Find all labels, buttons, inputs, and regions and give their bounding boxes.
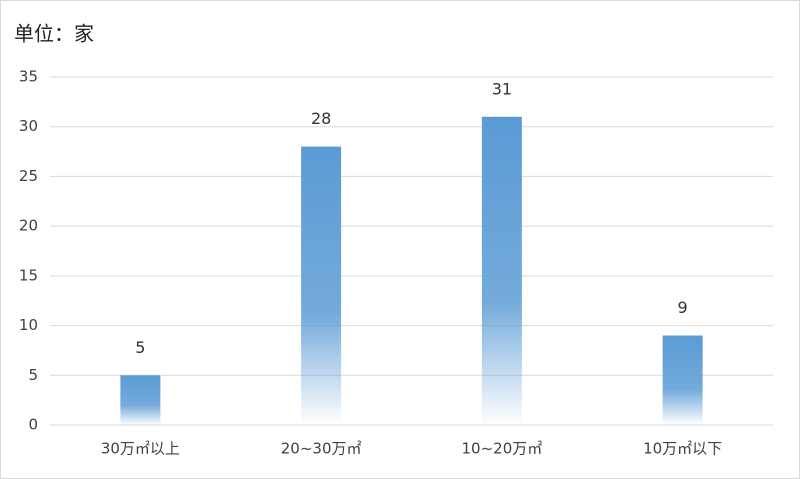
- x-tick-label: 20~30万㎡: [281, 440, 362, 458]
- y-tick-label: 15: [19, 266, 38, 284]
- y-tick-label: 30: [19, 117, 38, 135]
- x-tick-label: 30万㎡以上: [101, 440, 180, 458]
- value-label: 9: [678, 298, 688, 317]
- y-tick-label: 10: [19, 316, 38, 334]
- y-tick-label: 20: [19, 217, 38, 235]
- bar: [481, 116, 522, 426]
- bar: [662, 335, 703, 425]
- value-label: 31: [492, 79, 512, 98]
- y-tick-label: 0: [28, 416, 38, 434]
- value-label: 5: [135, 338, 145, 357]
- x-tick-label: 10~20万㎡: [462, 440, 543, 458]
- x-tick-label: 10万㎡以下: [643, 440, 722, 458]
- bar: [301, 146, 342, 425]
- chart-title: 单位：家: [14, 22, 94, 46]
- y-tick-label: 35: [19, 68, 38, 86]
- y-tick-label: 25: [19, 167, 38, 185]
- bar: [120, 375, 161, 425]
- value-label: 28: [311, 109, 331, 128]
- y-tick-label: 5: [28, 366, 38, 384]
